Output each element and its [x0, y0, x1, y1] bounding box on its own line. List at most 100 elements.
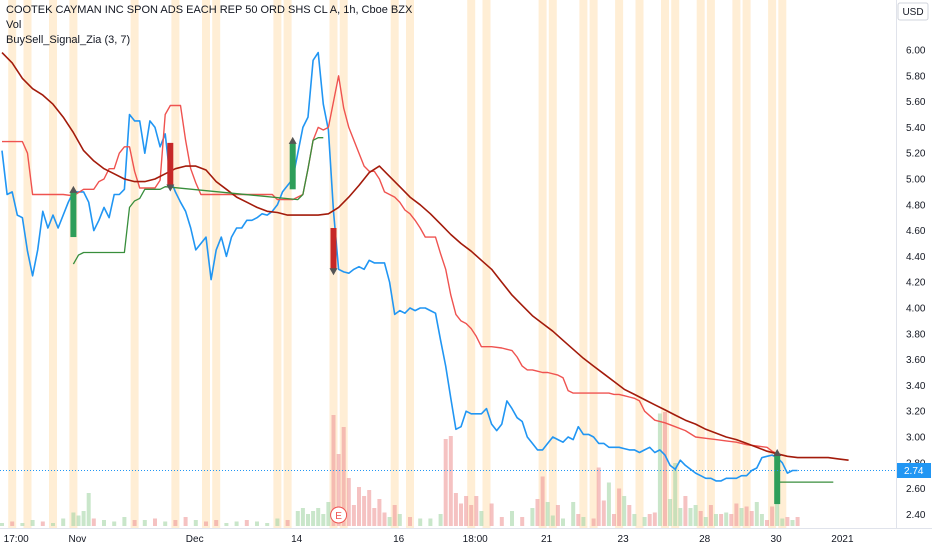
volume-bar-103 — [724, 512, 729, 526]
volume-bar-75 — [571, 502, 576, 526]
earnings-marker-icon[interactable] — [330, 506, 348, 524]
last-price-badge — [897, 463, 931, 478]
volume-bar-30 — [285, 520, 290, 526]
volume-bar-4 — [40, 521, 45, 526]
x-tick-label: 2021 — [831, 534, 854, 545]
volume-bar-82 — [612, 514, 616, 526]
volume-bar-5 — [51, 523, 55, 526]
volume-bar-46 — [372, 508, 377, 526]
session-highlight-29 — [778, 0, 787, 528]
volume-bar-105 — [734, 503, 739, 526]
volume-bar-35 — [316, 508, 321, 526]
series-line-support — [72, 137, 324, 265]
y-tick-label: 5.40 — [906, 123, 926, 134]
signal-arrowhead-sell-3 — [329, 268, 338, 276]
volume-bar-108 — [749, 511, 754, 526]
session-highlight-1 — [23, 0, 32, 528]
volume-bar-22 — [204, 521, 208, 526]
volume-bar-102 — [719, 514, 724, 526]
volume-bar-59 — [459, 503, 463, 526]
volume-bar-31 — [295, 511, 300, 526]
volume-bar-73 — [555, 505, 560, 526]
y-tick-label: 2.60 — [906, 484, 926, 495]
time-axis[interactable]: 17:00 Nov Dec 14 16 18:00 21 23 28 30 2021 — [4, 534, 854, 545]
volume-bar-97 — [693, 505, 698, 526]
y-tick-label: 5.80 — [906, 71, 926, 82]
y-tick-label: 3.00 — [906, 433, 926, 444]
volume-bar-26 — [244, 520, 249, 526]
volume-bar-19 — [173, 520, 178, 526]
volume-bar-10 — [86, 493, 91, 526]
volume-bar-92 — [668, 499, 673, 526]
volume-bar-54 — [428, 518, 433, 526]
volume-bar-68 — [530, 508, 535, 526]
x-tick-label: 14 — [291, 534, 303, 545]
session-highlight-17 — [548, 0, 557, 528]
volume-bar-91 — [663, 412, 667, 526]
volume-bar-95 — [683, 496, 688, 526]
y-tick-label: 4.00 — [906, 304, 926, 315]
signal-bar-sell-3 — [330, 228, 337, 270]
volume-bar-69 — [535, 499, 540, 526]
volume-bar-117 — [795, 517, 800, 526]
volume-bar-71 — [545, 502, 550, 526]
y-tick-label: 3.20 — [906, 407, 926, 418]
volume-bar-81 — [606, 482, 611, 526]
session-highlight-13 — [406, 0, 414, 528]
volume-bar-107 — [744, 506, 749, 526]
volume-bar-104 — [729, 514, 734, 526]
session-highlight-18 — [579, 0, 588, 528]
volume-bar-56 — [443, 439, 448, 526]
volume-bar-55 — [438, 514, 443, 526]
volume-bar-84 — [622, 496, 627, 526]
volume-bar-93 — [673, 463, 678, 526]
signal-arrowhead-sell-1 — [166, 184, 175, 192]
session-highlight-9 — [283, 0, 292, 528]
volume-bar-85 — [627, 505, 632, 526]
volume-bar-32 — [300, 508, 305, 526]
volume-bar-42 — [351, 505, 356, 526]
volume-bar-90 — [657, 413, 662, 526]
x-tick-label: Dec — [186, 534, 204, 545]
signal-arrows — [69, 136, 782, 505]
volume-bar-49 — [387, 517, 392, 526]
volume-bar-0 — [0, 523, 4, 526]
series-line-price — [1, 51, 798, 482]
volume-bar-86 — [632, 514, 637, 526]
volume-bar-28 — [265, 523, 270, 526]
volume-bar-70 — [540, 476, 545, 526]
y-tick-label: 5.60 — [906, 97, 926, 108]
earnings-marker-label: E — [335, 511, 342, 522]
volume-label: Vol — [6, 19, 22, 31]
chart-title: COOTEK CAYMAN INC SPON ADS EACH REP 50 O… — [6, 4, 413, 16]
signal-arrowhead-buy-4 — [773, 449, 782, 457]
volume-bar-83 — [617, 488, 622, 526]
x-tick-label: 28 — [699, 534, 711, 545]
session-highlight-7 — [212, 0, 221, 528]
volume-bar-60 — [464, 496, 469, 526]
session-highlight-27 — [742, 0, 751, 528]
volume-bar-79 — [596, 467, 601, 526]
session-highlight-6 — [202, 0, 210, 528]
signal-arrowhead-buy-2 — [288, 136, 297, 144]
x-tick-label: Nov — [69, 534, 87, 545]
volume-bar-116 — [790, 520, 795, 526]
session-highlight-16 — [538, 0, 547, 528]
volume-bar-21 — [193, 520, 198, 526]
volume-bar-25 — [234, 521, 239, 526]
y-tick-label: 4.20 — [906, 278, 926, 289]
volume-bar-109 — [754, 502, 759, 526]
volume-bar-20 — [183, 517, 188, 526]
session-highlight-5 — [171, 0, 180, 528]
signal-bar-sell-1 — [167, 142, 174, 186]
volume-bar-67 — [520, 517, 525, 526]
series-line-slow — [1, 52, 849, 461]
session-highlight-12 — [390, 0, 399, 528]
volume-bar-78 — [591, 518, 596, 526]
x-tick-label: 21 — [541, 534, 553, 545]
volume-bar-100 — [708, 505, 713, 526]
volume-bar-115 — [785, 517, 790, 526]
volume-bar-14 — [122, 517, 127, 526]
